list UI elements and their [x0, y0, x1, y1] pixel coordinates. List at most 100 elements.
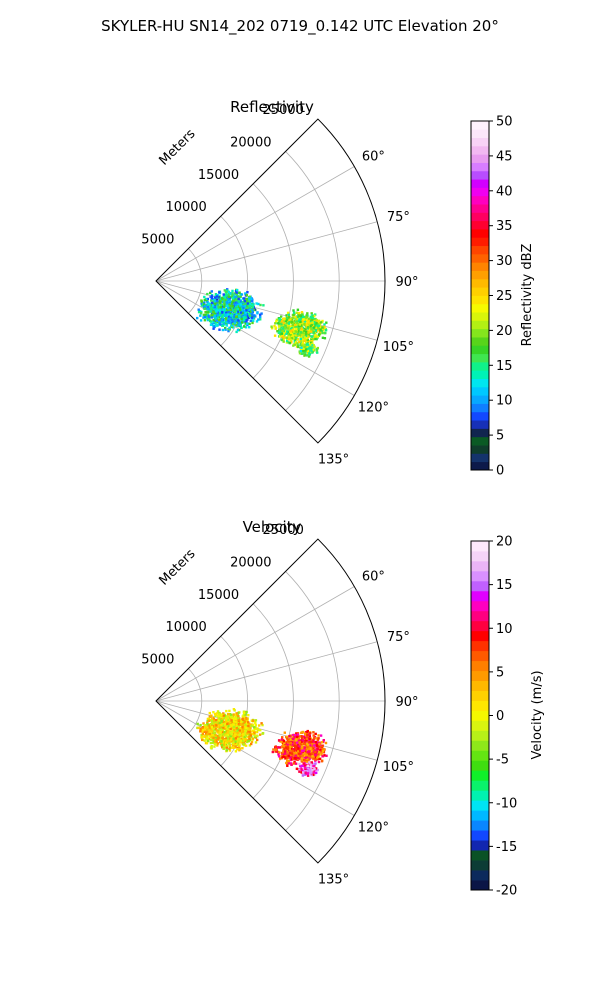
- echo-gate: [243, 305, 247, 308]
- echo-gate: [249, 725, 252, 728]
- echo-gate: [312, 734, 315, 737]
- echo-gate: [313, 773, 317, 776]
- echo-gate: [218, 717, 221, 720]
- echo-gate: [298, 770, 301, 773]
- echo-gate: [313, 744, 316, 747]
- echo-gate: [310, 312, 313, 315]
- echo-gate: [234, 715, 238, 719]
- echo-gate: [221, 724, 225, 727]
- echo-gate: [319, 321, 322, 324]
- colorbar-swatch: [471, 328, 489, 338]
- angle-tick-label: 105°: [383, 760, 414, 775]
- echo-gate: [278, 330, 281, 334]
- echo-gate: [283, 731, 286, 734]
- echo-gate: [291, 334, 295, 338]
- echo-gate: [294, 762, 298, 765]
- angle-tick-label: 60°: [362, 570, 385, 585]
- echo-gate: [237, 728, 240, 731]
- angle-tick-label: 90°: [395, 275, 418, 290]
- echo-gate: [294, 325, 297, 328]
- echo-gate: [227, 315, 231, 318]
- echo-gate: [209, 306, 213, 309]
- echo-gate: [214, 739, 217, 742]
- echo-gate: [228, 300, 232, 303]
- echo-gate: [285, 761, 288, 765]
- colorbar-swatch: [471, 212, 489, 222]
- echo-gate: [233, 713, 237, 716]
- echo-gate: [303, 769, 306, 772]
- echo-gate: [208, 711, 211, 715]
- echo-gate: [296, 733, 300, 736]
- echo-gate: [253, 735, 257, 739]
- echo-gate: [222, 305, 226, 309]
- echo-gate: [250, 742, 253, 746]
- echo-gate: [227, 718, 230, 721]
- echo-gate: [284, 324, 287, 327]
- echo-gate: [312, 344, 315, 347]
- echo-gate: [295, 734, 298, 737]
- echo-gate: [230, 325, 234, 329]
- echo-gate: [243, 298, 246, 301]
- echo-gate: [244, 318, 247, 321]
- echo-gate: [317, 737, 320, 740]
- echo-gate: [243, 720, 246, 723]
- echo-gate: [236, 737, 239, 741]
- echo-gate: [214, 729, 217, 732]
- echo-gate: [303, 323, 306, 326]
- echo-gate: [200, 736, 203, 739]
- echo-gate: [224, 726, 227, 729]
- colorbar-swatch: [471, 220, 489, 230]
- echo-gate: [294, 747, 298, 751]
- echo-gate: [304, 734, 307, 737]
- echo-gate: [289, 762, 293, 765]
- echo-gate: [276, 746, 279, 749]
- echo-gate: [250, 740, 254, 744]
- echo-gate: [298, 749, 301, 753]
- echo-gate: [223, 294, 227, 297]
- echo-gate: [300, 344, 303, 347]
- echo-gate: [214, 307, 218, 310]
- colorbar-swatch: [471, 570, 489, 582]
- echo-gate: [292, 757, 295, 760]
- echo-gate: [278, 322, 281, 325]
- echo-gate: [303, 754, 306, 758]
- echo-gate: [225, 749, 228, 752]
- echo-gate: [299, 320, 302, 324]
- echo-gate: [304, 731, 308, 734]
- echo-gate: [212, 711, 215, 714]
- echo-gate: [200, 733, 203, 737]
- echo-gate: [239, 741, 242, 744]
- echo-gate: [312, 750, 315, 753]
- echo-gate: [245, 315, 249, 318]
- echo-gate: [244, 744, 248, 747]
- echo-gate: [287, 326, 290, 329]
- echo-gate: [248, 733, 251, 736]
- colorbar-swatch: [471, 204, 489, 213]
- echo-gate: [248, 308, 251, 312]
- echo-gate: [222, 298, 225, 302]
- echo-gate: [289, 325, 293, 328]
- echo-gate: [283, 318, 286, 321]
- echo-gate: [293, 734, 297, 737]
- echo-gate: [216, 300, 219, 303]
- echo-gate: [287, 759, 290, 763]
- echo-gate: [296, 315, 300, 318]
- echo-gate: [301, 329, 304, 332]
- echo-gate: [220, 315, 224, 318]
- echo-gate: [211, 301, 214, 305]
- echo-gate: [296, 333, 299, 336]
- echo-gate: [207, 318, 211, 321]
- echo-gate: [223, 739, 226, 742]
- echo-gate: [317, 325, 320, 329]
- echo-gate: [285, 332, 288, 335]
- echo-gate: [208, 719, 211, 722]
- echo-gate: [276, 330, 279, 333]
- echo-gate: [230, 302, 234, 306]
- echo-gate: [256, 738, 259, 742]
- echo-gate: [302, 771, 305, 774]
- colorbar-swatch: [471, 550, 489, 562]
- echo-gate: [273, 324, 276, 328]
- echo-gate: [298, 323, 301, 326]
- echo-gate: [308, 734, 311, 737]
- echo-gate: [292, 311, 296, 314]
